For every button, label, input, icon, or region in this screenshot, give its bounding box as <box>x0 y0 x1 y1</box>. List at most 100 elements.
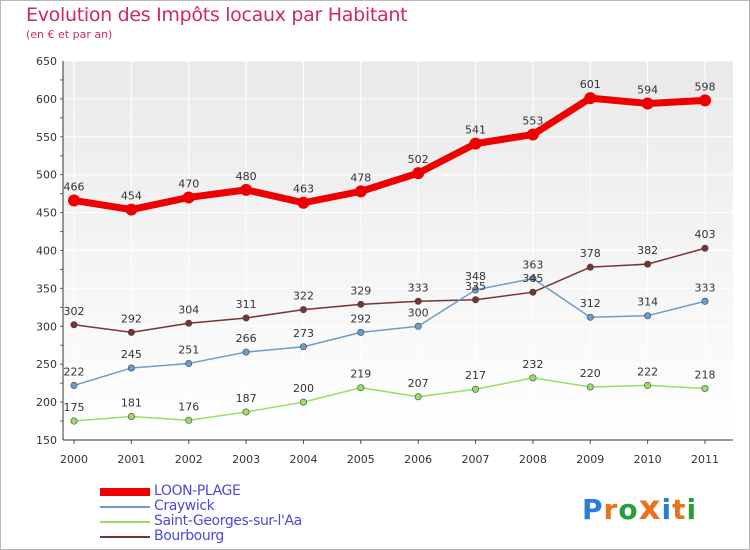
x-tick-label: 2011 <box>691 453 719 466</box>
legend-label: Craywick <box>154 498 215 514</box>
data-label: 466 <box>64 180 85 193</box>
data-point <box>701 297 709 305</box>
legend-swatch <box>100 521 150 523</box>
legend-swatch <box>100 488 150 496</box>
data-label: 292 <box>121 312 142 325</box>
data-label: 463 <box>293 183 314 196</box>
data-label: 333 <box>408 281 429 294</box>
data-label: 470 <box>178 177 199 190</box>
data-label: 220 <box>580 367 601 380</box>
data-point <box>127 364 135 372</box>
data-point <box>185 319 193 327</box>
legend-label: Saint-Georges-sur-l'Aa <box>154 513 302 529</box>
x-tick-label: 2008 <box>519 453 547 466</box>
data-point <box>472 385 480 393</box>
data-point <box>586 313 594 321</box>
data-point <box>242 408 250 416</box>
y-tick-label: 600 <box>36 93 57 106</box>
proxiti-logo: Proxiti <box>582 488 697 528</box>
data-point <box>182 191 195 204</box>
data-label: 302 <box>64 305 85 318</box>
data-point <box>242 314 250 322</box>
logo-letter: t <box>672 493 687 526</box>
data-label: 304 <box>178 303 199 316</box>
data-label: 207 <box>408 377 429 390</box>
data-point <box>299 343 307 351</box>
data-point <box>472 296 480 304</box>
x-tick-label: 2001 <box>117 453 145 466</box>
logo-letter: r <box>603 493 619 526</box>
data-point <box>644 381 652 389</box>
data-label: 245 <box>121 348 142 361</box>
data-point <box>70 381 78 389</box>
data-point <box>357 384 365 392</box>
data-label: 478 <box>350 171 371 184</box>
data-label: 594 <box>637 83 658 96</box>
data-label: 292 <box>350 312 371 325</box>
data-point <box>185 416 193 424</box>
data-point <box>297 196 310 209</box>
legend-swatch <box>100 506 150 508</box>
y-tick-label: 350 <box>36 282 57 295</box>
legend-label: Bourbourg <box>154 528 224 544</box>
data-label: 480 <box>236 170 257 183</box>
data-point <box>185 359 193 367</box>
data-label: 222 <box>64 365 85 378</box>
data-label: 217 <box>465 369 486 382</box>
data-point <box>68 194 80 207</box>
data-label: 333 <box>695 281 716 294</box>
data-label: 200 <box>293 382 314 395</box>
data-label: 601 <box>580 78 601 91</box>
data-label: 251 <box>178 343 199 356</box>
data-label: 454 <box>121 190 142 203</box>
data-label: 598 <box>695 80 716 93</box>
data-label: 266 <box>236 332 257 345</box>
data-point <box>529 374 537 382</box>
series-line-loon-plage <box>73 94 706 214</box>
data-point <box>529 288 537 296</box>
chart-subtitle: (en € et par an) <box>26 28 113 41</box>
data-point <box>127 328 135 336</box>
x-tick-label: 2002 <box>175 453 203 466</box>
x-tick-label: 2005 <box>347 453 375 466</box>
data-label: 348 <box>465 270 486 283</box>
data-label: 502 <box>408 153 429 166</box>
series-line-craywick <box>73 277 706 387</box>
data-label: 403 <box>695 228 716 241</box>
data-point <box>127 413 135 421</box>
data-point <box>526 128 539 141</box>
data-point <box>644 312 652 320</box>
data-point <box>699 94 711 107</box>
logo-letter: i <box>661 493 673 526</box>
data-point <box>414 297 422 305</box>
data-point <box>701 244 709 252</box>
y-tick-label: 650 <box>36 55 57 68</box>
data-point <box>125 203 138 216</box>
y-tick-label: 550 <box>36 131 57 144</box>
x-tick-label: 2000 <box>60 453 88 466</box>
data-label: 312 <box>580 297 601 310</box>
logo-letter: x <box>638 488 662 528</box>
x-tick-label: 2004 <box>289 453 317 466</box>
data-label: 329 <box>350 284 371 297</box>
data-point <box>242 348 250 356</box>
data-point <box>299 398 307 406</box>
y-tick-label: 200 <box>36 396 57 409</box>
data-label: 187 <box>236 392 257 405</box>
data-label: 273 <box>293 327 314 340</box>
data-label: 378 <box>580 247 601 260</box>
data-label: 222 <box>637 365 658 378</box>
data-point <box>586 383 594 391</box>
data-label: 232 <box>522 358 543 371</box>
data-point <box>414 322 422 330</box>
y-tick-label: 400 <box>36 245 57 258</box>
series-line-saint-georges-sur-l-aa <box>73 377 706 422</box>
data-point <box>299 306 307 314</box>
data-point <box>641 97 654 110</box>
data-point <box>472 286 480 294</box>
data-label: 219 <box>350 368 371 381</box>
data-label: 176 <box>178 400 199 413</box>
data-label: 322 <box>293 290 314 303</box>
data-point <box>357 328 365 336</box>
